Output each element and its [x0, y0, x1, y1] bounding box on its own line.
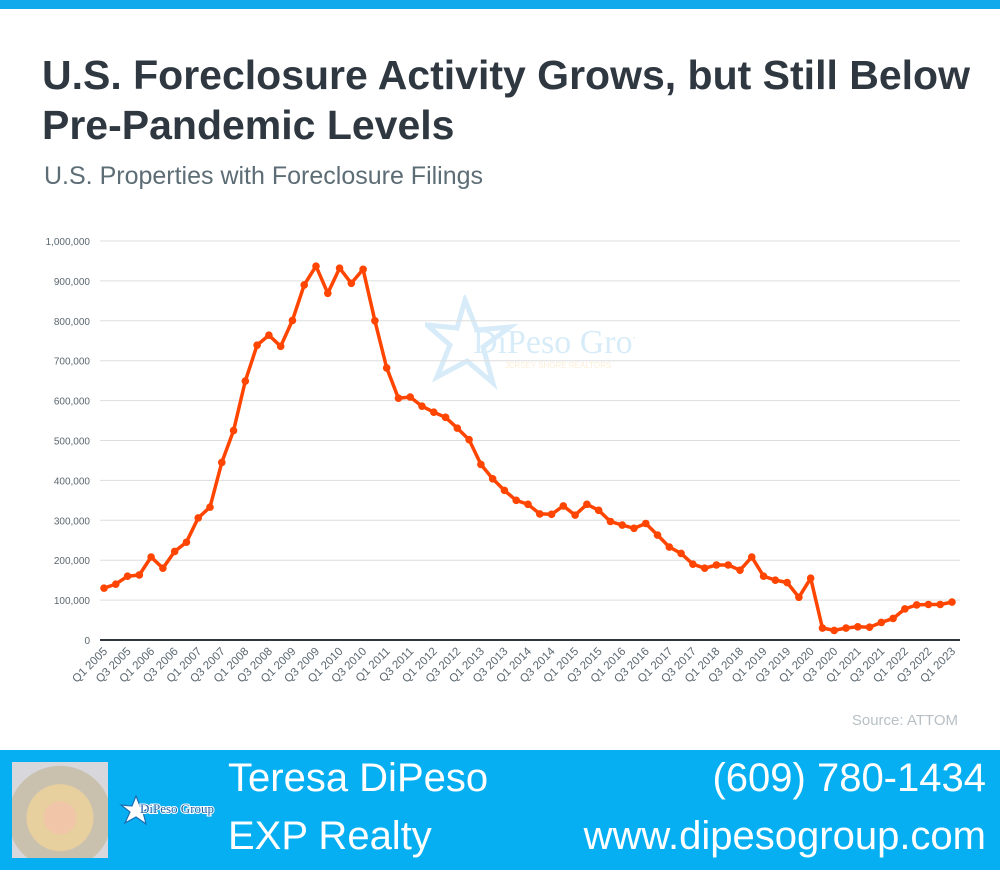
data-point: [288, 316, 297, 325]
data-point: [618, 521, 627, 529]
data-point: [689, 560, 697, 568]
data-point: [736, 566, 744, 574]
data-point: [217, 458, 226, 467]
data-point: [818, 624, 827, 632]
agent-photo: [12, 762, 108, 858]
data-point: [159, 564, 167, 572]
data-point: [924, 600, 933, 609]
data-point: [147, 553, 155, 561]
data-point: [335, 264, 344, 272]
data-point: [465, 435, 473, 444]
top-accent-bar: [0, 0, 1000, 9]
data-point: [535, 510, 544, 518]
watermark-tagline: JERSEY SHORE REALTORS: [505, 361, 611, 370]
data-point: [559, 502, 568, 510]
data-point: [783, 578, 791, 587]
y-tick-label: 200,000: [54, 556, 91, 567]
data-point: [488, 475, 497, 483]
data-point: [641, 519, 650, 528]
line-chart: 0 100,000 200,000 300,000 400,000 500,000 600,…: [46, 237, 960, 685]
data-point: [877, 618, 886, 627]
data-point: [429, 408, 438, 416]
data-point: [276, 342, 285, 351]
data-point: [512, 496, 521, 505]
data-point: [653, 531, 662, 539]
y-tick-label: 900,000: [54, 277, 91, 288]
data-point: [865, 623, 874, 632]
source-note: Source: ATTOM: [851, 712, 958, 729]
watermark-name: DiPeso Group: [473, 324, 635, 361]
data-point: [441, 413, 450, 422]
data-point: [194, 514, 203, 522]
data-point: [759, 572, 768, 580]
data-point: [524, 500, 532, 509]
data-point: [123, 572, 132, 580]
data-point: [229, 426, 238, 435]
data-point: [300, 281, 309, 289]
agent-company: EXP Realty: [228, 814, 432, 858]
data-point: [547, 510, 556, 519]
data-point: [606, 517, 615, 526]
data-point: [347, 279, 356, 288]
data-point: [630, 524, 638, 533]
y-tick-label: 1,000,000: [46, 237, 91, 248]
data-point: [111, 580, 120, 588]
y-tick-label: 0: [84, 636, 90, 647]
agent-name: Teresa DiPeso: [228, 756, 489, 800]
data-point: [842, 624, 850, 632]
data-point: [700, 564, 709, 572]
y-tick-label: 300,000: [54, 516, 91, 527]
data-point: [901, 605, 909, 613]
footer-banner: DiPeso Group Teresa DiPeso EXP Realty (6…: [0, 750, 1000, 870]
chart-subtitle: U.S. Properties with Foreclosure Filings: [44, 162, 484, 190]
y-tick-label: 600,000: [54, 397, 91, 408]
data-point: [500, 486, 509, 495]
y-tick-label: 100,000: [54, 596, 91, 607]
data-point: [477, 460, 485, 469]
data-point: [712, 561, 721, 569]
data-point: [135, 571, 144, 579]
y-tick-label: 800,000: [54, 317, 91, 328]
data-point: [241, 377, 250, 385]
data-point: [889, 614, 897, 623]
data-point: [382, 364, 391, 372]
y-tick-label: 500,000: [54, 437, 91, 448]
data-point: [806, 574, 815, 582]
data-point: [182, 538, 191, 547]
data-point: [948, 598, 956, 606]
data-point: [170, 547, 179, 556]
data-point: [583, 500, 591, 509]
agent-website[interactable]: www.dipesogroup.com: [583, 814, 986, 858]
data-point: [724, 561, 733, 569]
data-point: [265, 331, 273, 339]
data-point: [853, 623, 862, 631]
data-point: [394, 394, 403, 403]
data-point: [406, 393, 415, 401]
data-point: [312, 262, 320, 270]
data-point: [253, 341, 261, 349]
data-point: [936, 600, 945, 609]
data-point: [453, 424, 462, 432]
data-point: [206, 503, 214, 511]
dipeso-group-logo: DiPeso Group: [119, 795, 215, 825]
data-point: [677, 549, 685, 558]
data-point: [418, 402, 426, 410]
data-point: [594, 506, 603, 515]
page-title: U.S. Foreclosure Activity Grows, but Sti…: [42, 52, 970, 148]
data-point: [100, 584, 108, 592]
data-point: [359, 265, 367, 274]
data-point: [323, 289, 332, 298]
data-point: [571, 511, 579, 519]
agent-phone[interactable]: (609) 780-1434: [712, 756, 986, 800]
data-point: [912, 601, 921, 609]
data-point: [830, 626, 839, 635]
y-tick-label: 400,000: [54, 476, 91, 487]
data-point: [665, 543, 674, 551]
data-point: [371, 317, 379, 325]
y-tick-label: 700,000: [54, 357, 91, 368]
data-point: [747, 553, 756, 561]
data-point: [771, 576, 780, 584]
data-point: [795, 593, 803, 602]
footer-logo-text: DiPeso Group: [140, 801, 214, 816]
